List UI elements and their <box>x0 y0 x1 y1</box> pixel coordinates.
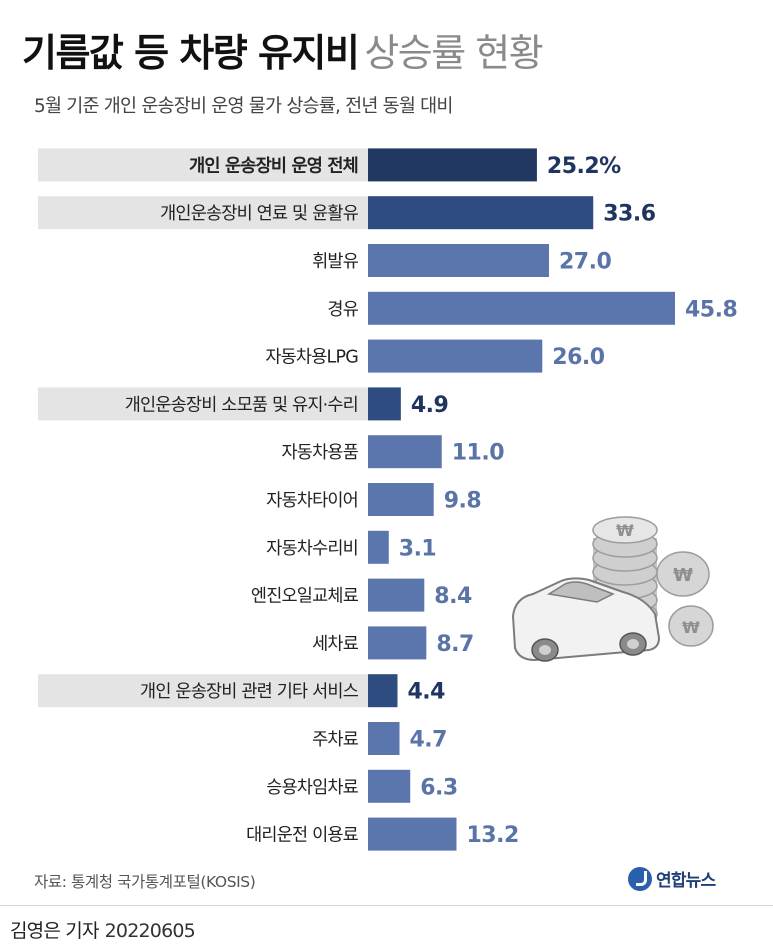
value-label: 25.2% <box>547 154 621 179</box>
highlight-band <box>38 148 368 182</box>
bar <box>368 148 537 182</box>
value-label: 6.3 <box>420 775 457 800</box>
value-label: 8.4 <box>434 584 472 609</box>
svg-text:₩: ₩ <box>682 618 700 637</box>
category-label: 경유 <box>327 300 358 320</box>
bar <box>368 339 543 373</box>
value-label: 4.7 <box>410 728 447 753</box>
category-label: 자동차용LPG <box>265 348 358 368</box>
value-label: 4.4 <box>407 680 445 705</box>
bar <box>368 817 457 851</box>
chart-title-light: 상승률 현황 <box>364 31 543 75</box>
value-label: 13.2 <box>466 823 518 848</box>
byline: 김영은 기자 20220605 <box>10 916 196 943</box>
category-label: 자동차타이어 <box>266 491 358 511</box>
category-label: 자동차수리비 <box>266 539 358 559</box>
value-label: 4.9 <box>411 393 448 418</box>
value-label: 33.6 <box>603 202 655 227</box>
bar <box>368 483 434 516</box>
value-label: 9.8 <box>444 489 481 514</box>
bar <box>368 578 425 612</box>
category-label: 휘발유 <box>312 252 359 272</box>
highlight-band <box>38 674 368 708</box>
car-icon <box>511 577 661 662</box>
category-label: 개인운송장비 소모품 및 유지·수리 <box>125 395 358 415</box>
category-label: 주차료 <box>312 730 359 750</box>
bar <box>368 435 442 469</box>
yonhap-logo-text: 연합뉴스 <box>656 871 716 891</box>
category-label: 승용차임차료 <box>266 778 358 798</box>
source-note: 자료: 통계청 국가통계포털(KOSIS) <box>34 873 256 891</box>
bar <box>368 722 400 755</box>
category-label: 개인 운송장비 관련 기타 서비스 <box>140 682 359 702</box>
bar <box>368 769 411 803</box>
bar <box>368 291 675 325</box>
chart-title-bold: 기름값 등 차량 유지비 <box>22 31 360 75</box>
category-label: 엔진오일교체료 <box>251 587 359 607</box>
value-label: 27.0 <box>559 250 611 275</box>
footer-divider <box>0 905 773 906</box>
yonhap-logo: 연합뉴스 <box>628 866 716 891</box>
value-label: 8.7 <box>436 632 473 657</box>
bar <box>368 626 427 660</box>
svg-text:₩: ₩ <box>616 521 634 540</box>
chart-subtitle: 5월 기준 개인 운송장비 운영 물가 상승률, 전년 동월 대비 <box>34 96 453 117</box>
highlight-band <box>38 387 368 421</box>
bar <box>368 530 389 564</box>
category-label: 대리운전 이용료 <box>246 826 359 846</box>
bar-chart: 개인 운송장비 운영 전체 25.2% 개인운송장비 연료 및 윤활유 33.6 휘발유… <box>38 148 738 851</box>
byline-date: 20220605 <box>104 920 196 942</box>
value-label: 11.0 <box>452 441 504 466</box>
car-and-coins-illustration: ₩ ₩ ₩ <box>511 516 714 662</box>
highlight-band <box>38 196 368 230</box>
value-label: 45.8 <box>685 297 737 322</box>
chart-title: 기름값 등 차량 유지비 상승률 현황 <box>22 22 544 77</box>
category-label: 개인운송장비 연료 및 윤활유 <box>160 204 359 224</box>
bar <box>368 196 594 230</box>
bar <box>368 387 401 421</box>
svg-text:₩: ₩ <box>673 565 693 586</box>
byline-reporter: 김영은 기자 <box>10 920 99 942</box>
bar <box>368 244 549 277</box>
category-label: 세차료 <box>312 634 359 654</box>
value-label: 26.0 <box>552 345 604 370</box>
bar <box>368 674 398 708</box>
category-label: 개인 운송장비 운영 전체 <box>189 156 358 176</box>
value-label: 3.1 <box>399 536 436 561</box>
yonhap-logo-icon <box>628 866 652 891</box>
category-label: 자동차용품 <box>282 443 359 463</box>
